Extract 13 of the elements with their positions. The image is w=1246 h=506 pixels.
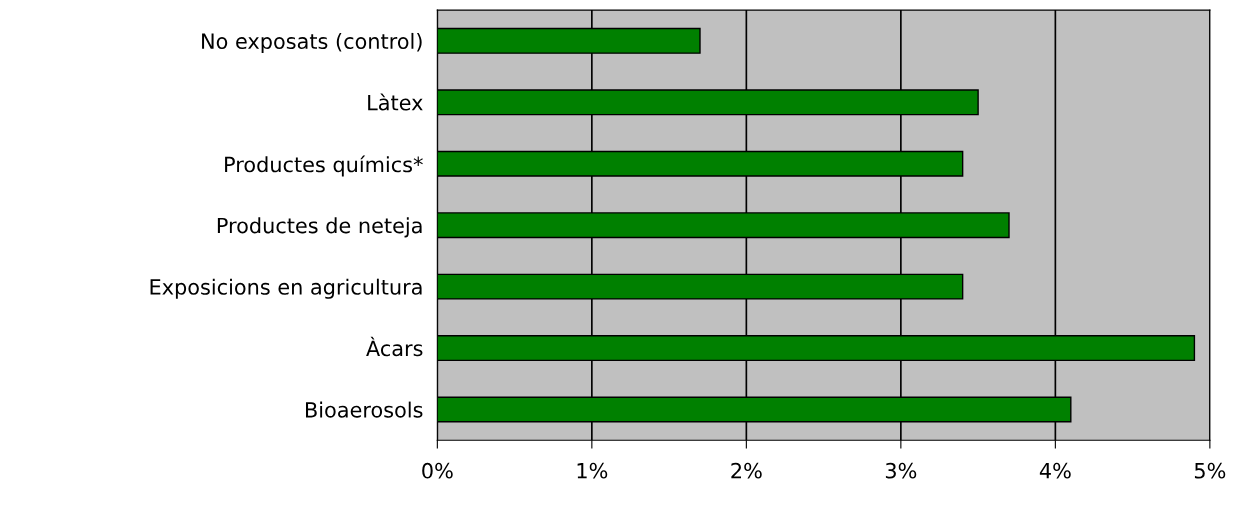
x-tick-label: 4% — [1039, 462, 1071, 479]
y-tick-label: Exposicions en agricultura — [150, 278, 422, 299]
y-tick-label: Làtex — [368, 93, 423, 111]
x-tick-label: 2% — [731, 462, 762, 479]
y-tick-label: Àcars — [366, 336, 423, 357]
y-tick-label: Bioaerosols — [306, 401, 423, 418]
y-tick-label: No exposats (control) — [202, 32, 422, 54]
y-tick-label: Productes químics* — [225, 155, 423, 177]
x-tick-label: 3% — [885, 462, 917, 479]
x-tick-label: 0% — [422, 462, 453, 479]
x-tick-label: 5% — [1194, 462, 1226, 479]
x-tick-label: 1% — [577, 462, 608, 479]
y-tick-label: Productes de neteja — [217, 217, 422, 238]
